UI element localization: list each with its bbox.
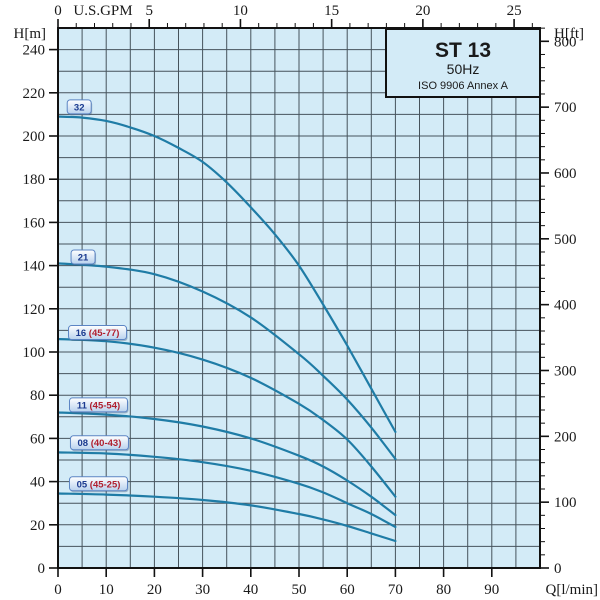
pump-curves	[56, 115, 397, 543]
curve-21	[56, 262, 397, 460]
curve-label-32: 32	[66, 99, 93, 116]
top-tick-label: 20	[415, 3, 430, 19]
top-tick-label: 0	[54, 3, 62, 19]
curve-label-21: 21	[70, 249, 97, 266]
curve-label-badges: 32 21 16 (45-77) 11 (45-54) 08 (40-43) 05 (45…	[66, 99, 130, 493]
chart-subtitle: 50Hz	[447, 61, 480, 77]
axis-bottom: 0 10 20 30 40 50 60 70 80 90 Q[l/min]	[54, 568, 598, 598]
right-tick-label: 300	[554, 363, 577, 379]
left-tick-label: 0	[38, 561, 46, 577]
curve-05	[56, 492, 397, 543]
curve-label-text: 16 (45-77)	[76, 328, 120, 339]
right-axis-unit: H[ft]	[554, 26, 584, 42]
right-tick-label: 800	[554, 34, 577, 50]
bottom-tick-label: 0	[54, 582, 62, 598]
right-tick-label: 600	[554, 166, 577, 182]
left-tick-label: 60	[30, 431, 45, 447]
curve-08	[56, 451, 397, 529]
curve-label-text: 11 (45-54)	[77, 400, 120, 411]
chart-title: ST 13	[435, 39, 491, 62]
left-tick-label: 180	[23, 172, 46, 188]
curve-label-text: 21	[78, 252, 89, 263]
left-tick-label: 100	[23, 345, 46, 361]
curve-label-text: 32	[74, 102, 85, 113]
bottom-tick-label: 30	[195, 582, 210, 598]
top-tick-label: 25	[507, 3, 522, 19]
curve-label-text: 08 (40-43)	[78, 438, 122, 449]
chart-note: ISO 9906 Annex A	[418, 80, 509, 92]
axis-top: 0 5 10 15 20 25 U.S.GPM	[54, 3, 533, 28]
bottom-tick-label: 40	[243, 582, 258, 598]
left-tick-label: 80	[30, 388, 45, 404]
bottom-tick-label: 50	[292, 582, 307, 598]
right-tick-label: 400	[554, 298, 577, 314]
left-tick-label: 120	[23, 302, 46, 318]
right-tick-label: 700	[554, 100, 577, 116]
bottom-tick-label: 10	[99, 582, 114, 598]
right-tick-label: 500	[554, 232, 577, 248]
bottom-tick-label: 90	[484, 582, 499, 598]
curve-label-16: 16 (45-77)	[68, 325, 128, 342]
curve-label-08: 08 (40-43)	[69, 435, 130, 452]
bottom-tick-label: 70	[388, 582, 403, 598]
top-tick-label: 5	[145, 3, 153, 19]
grid-lines	[58, 28, 540, 568]
left-tick-label: 160	[23, 215, 46, 231]
curve-label-11: 11 (45-54)	[68, 397, 129, 414]
right-tick-label: 200	[554, 429, 577, 445]
left-axis-unit: H[m]	[14, 26, 47, 42]
left-tick-label: 220	[23, 86, 46, 102]
curve-11	[56, 411, 397, 517]
left-tick-label: 140	[23, 259, 46, 275]
curve-label-text: 05 (45-25)	[77, 479, 121, 490]
left-tick-label: 40	[30, 475, 45, 491]
bottom-tick-label: 20	[147, 582, 162, 598]
curve-16	[56, 337, 397, 498]
left-tick-label: 240	[23, 43, 46, 59]
right-tick-label: 100	[554, 495, 577, 511]
bottom-axis-unit: Q[l/min]	[546, 582, 599, 598]
right-tick-label: 0	[554, 561, 562, 577]
left-tick-label: 20	[30, 518, 45, 534]
curve-label-05: 05 (45-25)	[68, 476, 129, 493]
curve-32	[56, 115, 397, 433]
left-tick-label: 200	[23, 129, 46, 145]
bottom-tick-label: 60	[340, 582, 355, 598]
bottom-tick-label: 80	[436, 582, 451, 598]
top-tick-label: 10	[233, 3, 248, 19]
top-tick-label: 15	[324, 3, 339, 19]
top-axis-unit: U.S.GPM	[73, 3, 132, 19]
